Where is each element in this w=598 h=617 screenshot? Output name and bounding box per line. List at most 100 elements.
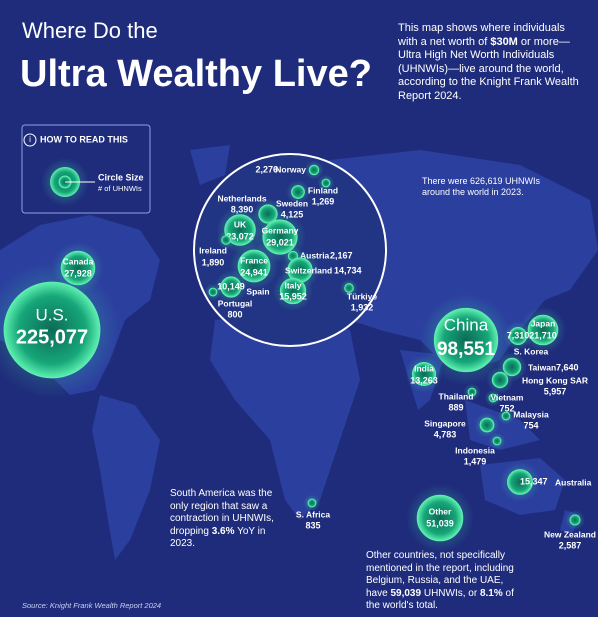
world-note: There were 626,619 UHNWIs around the wor… xyxy=(422,176,541,197)
country-value: 5,957 xyxy=(544,386,567,396)
country-value: 1,932 xyxy=(351,302,374,312)
bubble xyxy=(467,387,477,397)
country-value: 1,269 xyxy=(312,196,335,206)
country-name: Other xyxy=(429,506,452,516)
country-value: 27,928 xyxy=(64,268,92,278)
country-value: 2,167 xyxy=(330,250,353,260)
country-value: 889 xyxy=(448,402,463,412)
country-value: 754 xyxy=(523,420,538,430)
country-value: 15,952 xyxy=(279,291,307,301)
info-icon xyxy=(23,133,37,147)
country-value: 835 xyxy=(305,520,320,530)
country-name: Canada xyxy=(63,256,94,266)
bubble xyxy=(308,164,320,176)
country-name: Singapore xyxy=(424,418,466,428)
intro-text: or more—Ultra High Net Worth Individuals… xyxy=(398,35,579,102)
country-name: Norway xyxy=(275,164,306,174)
country-name: Japan xyxy=(531,318,556,328)
intro-text: This map shows where individuals with a … xyxy=(398,22,565,48)
country-name: U.S. xyxy=(35,305,68,324)
bubble xyxy=(479,417,495,433)
country-name: Spain xyxy=(246,286,269,296)
bubble xyxy=(508,326,528,346)
country-value: 2,276 xyxy=(255,164,278,174)
bubble xyxy=(3,281,101,379)
country-value: 15,347 xyxy=(520,476,548,486)
country-name: Portugal xyxy=(218,298,252,308)
bubble xyxy=(208,287,218,297)
country-value: 13,263 xyxy=(410,375,438,385)
title: Ultra Wealthy Live? xyxy=(20,53,372,95)
country-value: 1,890 xyxy=(202,257,225,267)
country-name: Ireland xyxy=(199,245,227,255)
source: Source: Knight Frank Wealth Report 2024 xyxy=(22,601,162,610)
country-name: Türkiye xyxy=(347,291,378,301)
intro: This map shows where individuals with a … xyxy=(398,22,583,103)
country-value: 14,734 xyxy=(334,265,362,275)
legend-box xyxy=(21,124,151,214)
bubble xyxy=(501,411,511,421)
country-name: Taiwan xyxy=(528,362,556,372)
legend-heading: HOW TO READ THIS xyxy=(40,134,128,144)
country-name: Thailand xyxy=(439,391,474,401)
south-america-note: South America was the only region that s… xyxy=(170,488,282,551)
country-name: Vietnam xyxy=(491,392,524,402)
country-name: Netherlands xyxy=(217,193,266,203)
country-value: 2,587 xyxy=(559,540,582,550)
country-value: 800 xyxy=(227,309,242,319)
note-text: YoY in 2023. xyxy=(170,525,266,550)
bubble xyxy=(416,494,464,542)
bubble xyxy=(321,178,331,188)
country-name: New Zealand xyxy=(544,529,596,539)
note-text: UHNWIs, or xyxy=(421,587,480,599)
note-text: South America was the only region that s… xyxy=(170,488,274,537)
country-name: Austria xyxy=(300,250,330,260)
country-value: 1,479 xyxy=(464,456,487,466)
bubble xyxy=(411,361,437,387)
note-text: 8.1% xyxy=(479,587,503,599)
bubble xyxy=(488,393,498,403)
country-name: France xyxy=(240,255,268,265)
note-text: of the world's total. xyxy=(366,587,514,612)
country-name: S. Korea xyxy=(514,346,549,356)
note-text: 3.6% xyxy=(211,525,235,537)
country-value: 4,783 xyxy=(434,429,457,439)
bubble xyxy=(307,498,317,508)
country-name: Germany xyxy=(262,225,299,235)
bubble xyxy=(221,235,231,245)
country-name: Finland xyxy=(308,185,338,195)
country-name: India xyxy=(414,363,434,373)
country-name: Indonesia xyxy=(455,445,495,455)
country-name: Italy xyxy=(284,280,301,290)
bubble xyxy=(279,277,307,305)
bubble xyxy=(569,514,581,526)
bubble xyxy=(344,283,354,293)
intro-text: $30M xyxy=(490,35,518,48)
country-name: UK xyxy=(234,219,247,229)
country-value: 98,551 xyxy=(437,339,496,360)
note-text: Other countries, not specifically mentio… xyxy=(366,550,514,599)
bubble xyxy=(291,185,305,199)
country-value: 24,941 xyxy=(240,267,268,277)
info-icon-text: i xyxy=(29,135,31,144)
legend-sublabel: # of UHNWIs xyxy=(98,184,142,193)
country-name: Hong Kong SAR xyxy=(522,375,588,385)
bubble xyxy=(507,469,533,495)
country-value: 51,039 xyxy=(426,518,454,528)
kicker: Where Do the xyxy=(22,18,158,43)
country-value: 21,710 xyxy=(529,330,557,340)
bubble xyxy=(220,276,242,298)
bubble xyxy=(237,249,271,283)
country-name: Australia xyxy=(555,477,592,487)
country-name: China xyxy=(444,315,489,334)
bubble xyxy=(262,219,298,255)
country-value: 29,021 xyxy=(266,237,294,247)
country-value: 23,072 xyxy=(226,231,254,241)
bubble xyxy=(491,371,509,389)
bubble xyxy=(60,250,96,286)
country-name: Switzerland xyxy=(285,265,332,275)
country-value: 7,310 xyxy=(507,330,530,340)
